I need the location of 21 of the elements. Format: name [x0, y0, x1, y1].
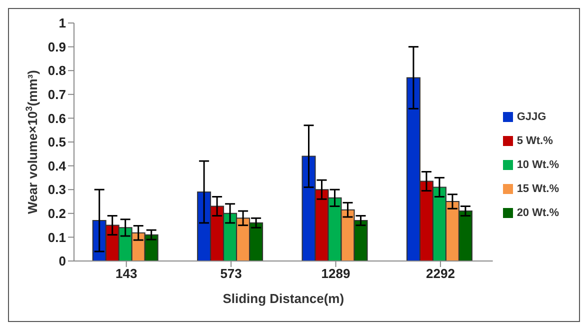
- legend-label: 15 Wt.%: [516, 183, 559, 195]
- x-tick-label: 573: [220, 266, 242, 282]
- x-tick-label: 1289: [321, 266, 350, 282]
- y-tick-label: 0.6: [48, 110, 66, 126]
- y-tick-label: 0.2: [48, 206, 66, 222]
- y-tick-label: 0.8: [48, 63, 66, 78]
- y-tick-label: 0.5: [48, 134, 66, 150]
- legend-label: 10 Wt.%: [516, 159, 559, 171]
- y-tick-label: 0: [58, 254, 66, 269]
- x-axis-title: Sliding Distance(m): [222, 291, 344, 306]
- y-tick-label: 0.3: [48, 182, 66, 198]
- y-tick-label: 0.9: [48, 39, 66, 54]
- legend-label: GJJG: [516, 111, 546, 123]
- legend-label: 5 Wt.%: [516, 135, 553, 147]
- x-tick-label: 143: [116, 266, 138, 282]
- y-tick-label: 1: [58, 16, 66, 31]
- y-tick-label: 0.1: [48, 230, 66, 245]
- legend-label: 20 Wt.%: [516, 207, 559, 219]
- x-tick-label: 2292: [426, 266, 455, 282]
- y-tick-label: 0.4: [48, 158, 67, 174]
- y-tick-label: 0.7: [48, 87, 66, 102]
